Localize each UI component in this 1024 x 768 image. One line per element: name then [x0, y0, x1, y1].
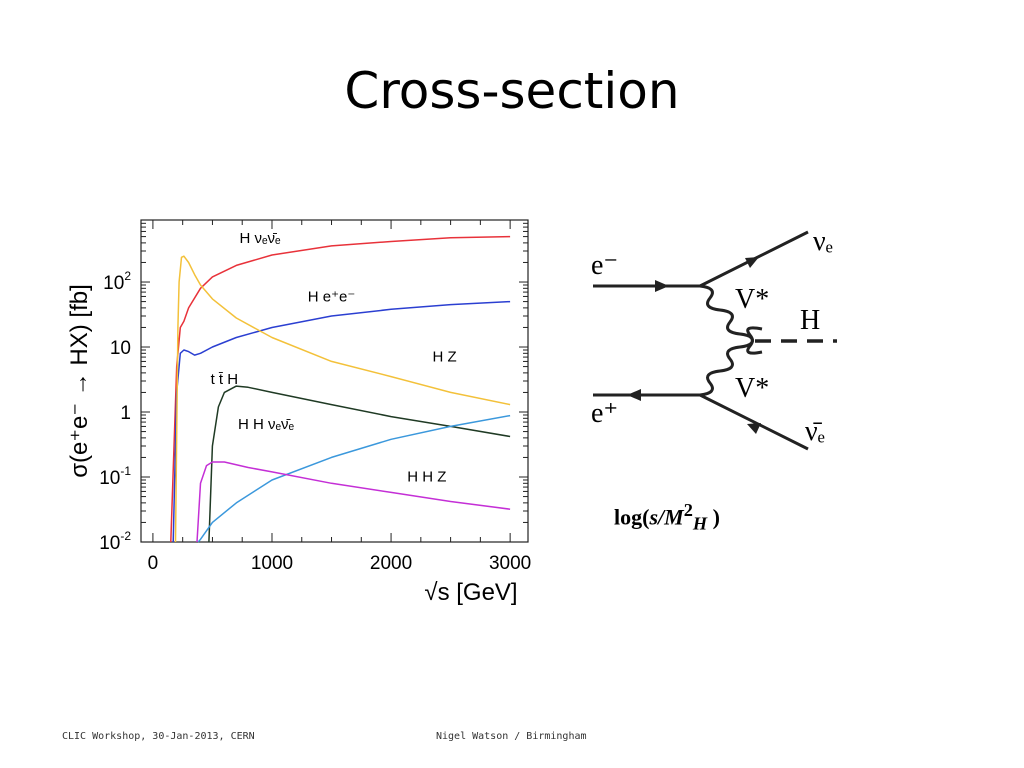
y-tick-exponent: 2	[124, 269, 131, 283]
formula-slash: /	[658, 504, 665, 530]
slide-title: Cross-section	[344, 62, 680, 120]
y-tick-label: 10-2	[99, 529, 131, 554]
x-tick-label: 2000	[370, 553, 412, 574]
positron-label: e⁺	[591, 398, 618, 429]
neutrino-label: νₑ	[813, 226, 833, 257]
series-label-1: H e⁺e⁻	[308, 289, 356, 306]
y-tick-exponent: -2	[120, 529, 131, 543]
footer-center: Nigel Watson / Birmingham	[436, 731, 587, 742]
y-tick-label: 10	[110, 338, 131, 359]
footer-left: CLIC Workshop, 30-Jan-2013, CERN	[62, 731, 255, 742]
formula-exp: 2	[683, 500, 693, 520]
series-line-1	[172, 300, 511, 543]
vboson-upper-line	[699, 284, 763, 355]
x-tick-label: 1000	[251, 553, 293, 574]
electron-arrow-icon	[655, 280, 669, 292]
series-label-0: H νₑν̄ₑ	[239, 230, 281, 247]
positron-arrow-icon	[627, 389, 641, 401]
formula-prefix: log(	[614, 504, 650, 530]
formula-sub: H	[693, 514, 707, 534]
antineutrino-label: ν̄ₑ	[805, 416, 825, 447]
series-label-2: H Z	[433, 348, 457, 365]
formula-suffix: )	[707, 504, 720, 530]
series-line-0	[170, 235, 511, 543]
antineutrino-arrow-icon	[747, 423, 761, 434]
series-label-3: t t̄ H	[211, 371, 239, 388]
series-labels: H νₑν̄ₑ H e⁺e⁻ H Z t t̄ H H H νₑν̄ₑ H H Z	[211, 230, 457, 486]
higgs-label: H	[800, 305, 820, 336]
neutrino-arrow-icon	[745, 257, 759, 268]
antineutrino-line	[699, 393, 809, 451]
x-axis-title: √s [GeV]	[424, 579, 517, 606]
vboson-upper-label: V*	[735, 284, 769, 315]
y-tick-base: 10	[99, 468, 120, 489]
y-tick-label: 10-1	[99, 464, 131, 489]
series-line-4	[197, 414, 511, 543]
y-tick-label: 1	[120, 403, 131, 424]
series-label-4: H H νₑν̄ₑ	[238, 416, 295, 433]
y-tick-exponent: -1	[120, 464, 131, 478]
y-axis-title: σ(e⁺e⁻ → HX) [fb]	[66, 284, 93, 478]
y-tick-base: 10	[103, 273, 124, 294]
feynman-diagram: e⁻ e⁺ V* V* H νₑ ν̄ₑ	[591, 226, 837, 451]
vboson-lower-label: V*	[735, 373, 769, 404]
x-axis-ticks: 0 1000 2000 3000	[148, 220, 531, 574]
y-tick-base: 10	[99, 533, 120, 554]
vboson-lower-line	[699, 326, 763, 397]
y-tick-label: 102	[103, 269, 131, 294]
plot-frame	[140, 219, 529, 543]
series-lines	[170, 235, 511, 543]
series-line-3	[208, 385, 511, 543]
electron-label: e⁻	[591, 250, 618, 281]
series-line-2	[174, 255, 511, 543]
y-tick-base: 1	[120, 403, 131, 424]
formula-s: s	[649, 504, 659, 530]
series-line-5	[196, 461, 511, 543]
formula-m: M	[664, 504, 684, 530]
x-tick-label: 3000	[489, 553, 531, 574]
series-label-5: H H Z	[407, 469, 446, 486]
formula-sub-h: H	[692, 513, 708, 534]
x-tick-label: 0	[148, 553, 159, 574]
y-tick-base: 10	[110, 338, 131, 359]
log-formula: log(s/M2H )	[614, 500, 720, 535]
